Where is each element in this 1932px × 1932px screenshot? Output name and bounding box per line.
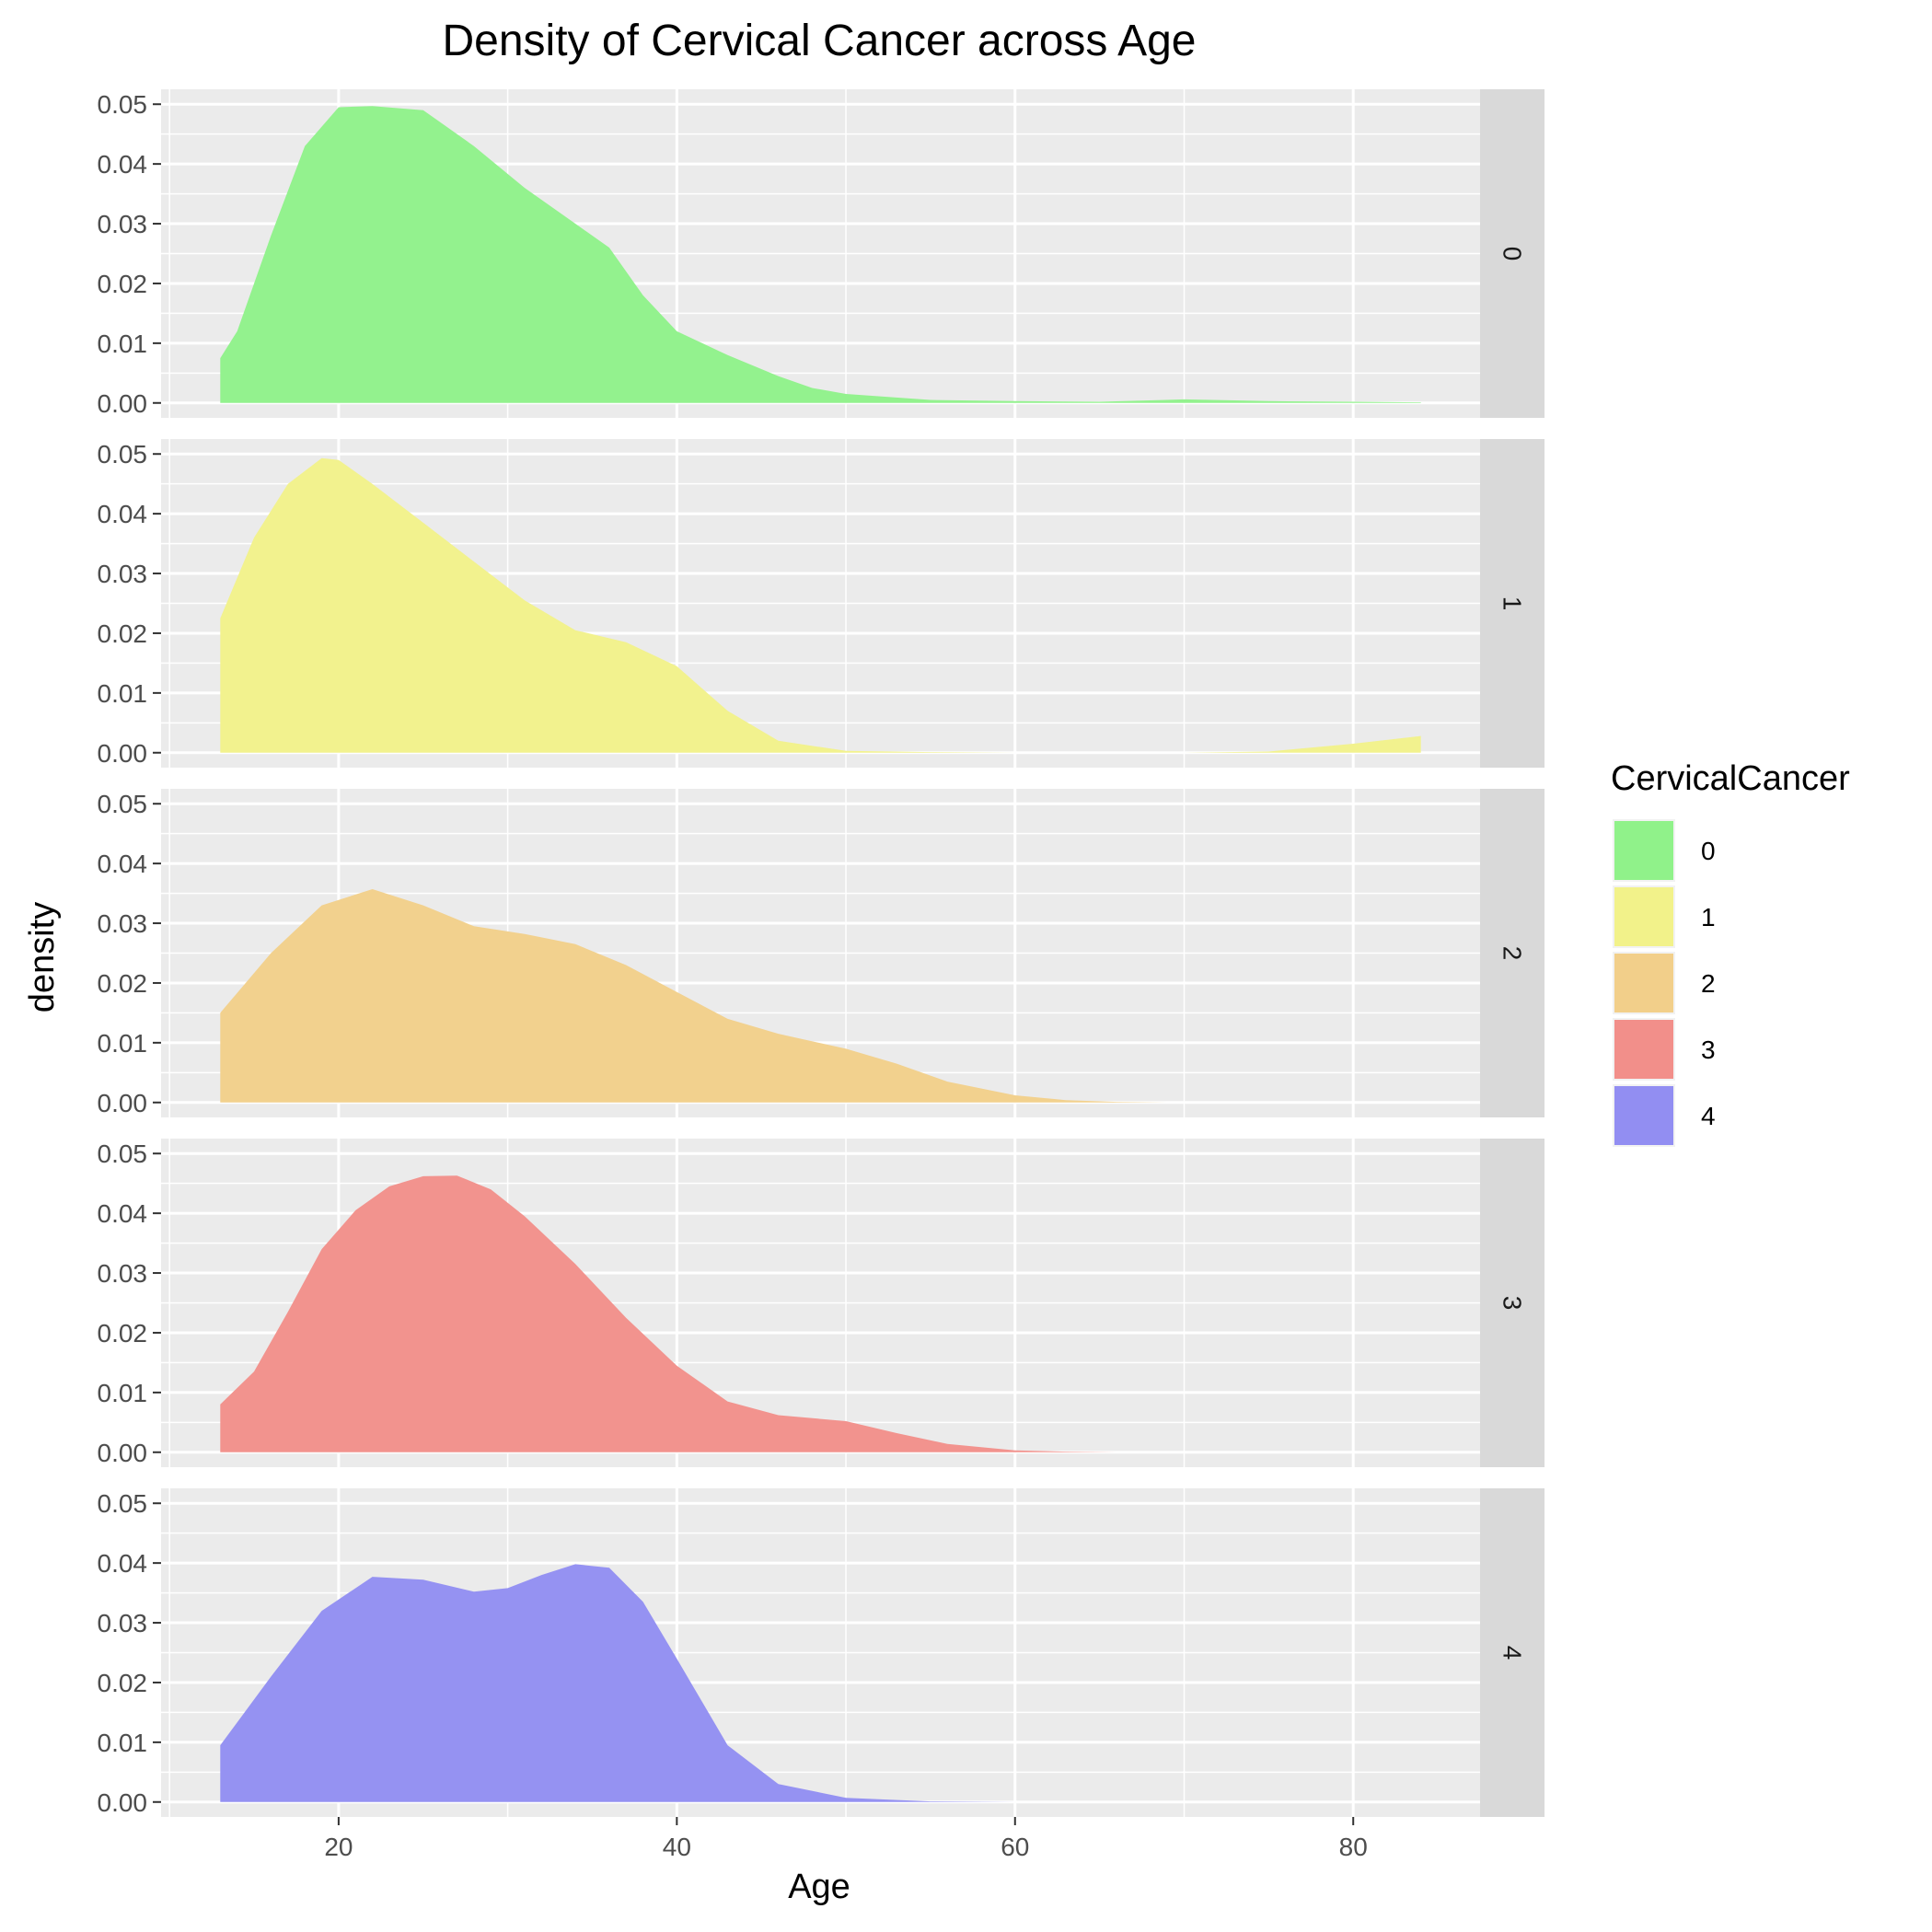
y-tick-label: 0.01 (98, 1379, 148, 1407)
x-tick-label: 40 (663, 1833, 691, 1861)
legend-title: CervicalCancer (1611, 759, 1850, 798)
x-axis: 20 40 60 80 (324, 1817, 1368, 1861)
y-tick-label: 0.02 (98, 1669, 148, 1697)
facet-strip-label: 2 (1498, 946, 1527, 961)
y-tick-label: 0.00 (98, 389, 148, 418)
y-tick-label: 0.00 (98, 1788, 148, 1817)
y-tick-label: 0.04 (98, 150, 148, 179)
y-tick-label: 0.05 (98, 1140, 148, 1168)
y-tick-label: 0.03 (98, 1259, 148, 1288)
y-tick-label: 0.03 (98, 909, 148, 938)
y-tick-label: 0.04 (98, 850, 148, 878)
legend-swatch-4 (1614, 1086, 1673, 1145)
y-tick-label: 0.01 (98, 679, 148, 708)
facet-panel-3: 0.00 0.01 0.02 0.03 0.04 0.05 3 (98, 1139, 1544, 1467)
facet-strip-label: 1 (1498, 596, 1527, 611)
facet-panel-0: 0.00 0.01 0.02 0.03 0.04 0.05 0 (98, 89, 1544, 418)
y-axis-title: density (23, 902, 62, 1012)
legend-item-2: 2 (1613, 952, 1716, 1014)
legend-swatch-0 (1614, 821, 1673, 880)
legend-swatch-1 (1614, 887, 1673, 946)
legend-item-4: 4 (1613, 1084, 1716, 1147)
y-tick-label: 0.02 (98, 270, 148, 298)
y-tick-label: 0.02 (98, 969, 148, 998)
x-tick-label: 80 (1339, 1833, 1368, 1861)
y-tick-label: 0.01 (98, 1729, 148, 1757)
legend-item-0: 0 (1613, 819, 1716, 882)
legend-item-3: 3 (1613, 1018, 1716, 1081)
density-area-3 (220, 1175, 1117, 1452)
chart-title: Density of Cervical Cancer across Age (443, 17, 1197, 65)
y-tick-label: 0.04 (98, 1199, 148, 1228)
legend-label: 3 (1701, 1035, 1716, 1064)
facet-strip (1480, 789, 1544, 1117)
y-tick-label: 0.02 (98, 619, 148, 648)
legend-item-1: 1 (1613, 885, 1716, 948)
facet-strip (1480, 439, 1544, 768)
y-tick-label: 0.04 (98, 500, 148, 528)
y-tick-label: 0.03 (98, 1609, 148, 1637)
density-area-1 (220, 457, 1421, 753)
y-tick-label: 0.00 (98, 739, 148, 768)
facet-strip-label: 3 (1498, 1296, 1527, 1311)
y-tick-label: 0.05 (98, 440, 148, 469)
y-tick-label: 0.01 (98, 1029, 148, 1058)
y-tick-label: 0.04 (98, 1549, 148, 1578)
legend-items: 0 1 2 3 4 (1613, 819, 1716, 1147)
y-tick-label: 0.00 (98, 1439, 148, 1467)
facet-strip-label: 4 (1498, 1646, 1527, 1660)
y-tick-label: 0.03 (98, 210, 148, 238)
y-tick-label: 0.05 (98, 90, 148, 119)
facet-strip (1480, 89, 1544, 418)
facet-panel-4: 0.00 0.01 0.02 0.03 0.04 0.05 4 (98, 1488, 1544, 1817)
facet-strip (1480, 1139, 1544, 1467)
x-tick-label: 20 (324, 1833, 353, 1861)
y-tick-label: 0.02 (98, 1319, 148, 1348)
y-tick-label: 0.00 (98, 1089, 148, 1117)
legend-swatch-2 (1614, 954, 1673, 1012)
y-tick-label: 0.03 (98, 560, 148, 588)
density-area-2 (220, 889, 1168, 1103)
x-axis-title: Age (788, 1868, 850, 1906)
y-tick-label: 0.05 (98, 790, 148, 818)
facet-panel-1: 0.00 0.01 0.02 0.03 0.04 0.05 1 (98, 439, 1544, 768)
legend-label: 4 (1701, 1102, 1716, 1130)
x-tick-label: 60 (1001, 1833, 1029, 1861)
legend: CervicalCancer 0 1 2 3 4 (1611, 759, 1850, 1147)
facet-panel-2: 0.00 0.01 0.02 0.03 0.04 0.05 2 (98, 789, 1544, 1117)
facet-panels: 0.000.010.020.030.040.0500.000.010.020.0… (98, 89, 1544, 1817)
legend-label: 1 (1701, 903, 1716, 931)
density-area-4 (220, 1564, 1015, 1802)
legend-label: 0 (1701, 837, 1716, 865)
facet-strip-label: 0 (1498, 247, 1527, 261)
legend-swatch-3 (1614, 1020, 1673, 1079)
facet-strip (1480, 1488, 1544, 1817)
legend-label: 2 (1701, 969, 1716, 998)
y-tick-label: 0.01 (98, 330, 148, 358)
density-area-0 (220, 106, 1421, 403)
y-tick-label: 0.05 (98, 1489, 148, 1518)
